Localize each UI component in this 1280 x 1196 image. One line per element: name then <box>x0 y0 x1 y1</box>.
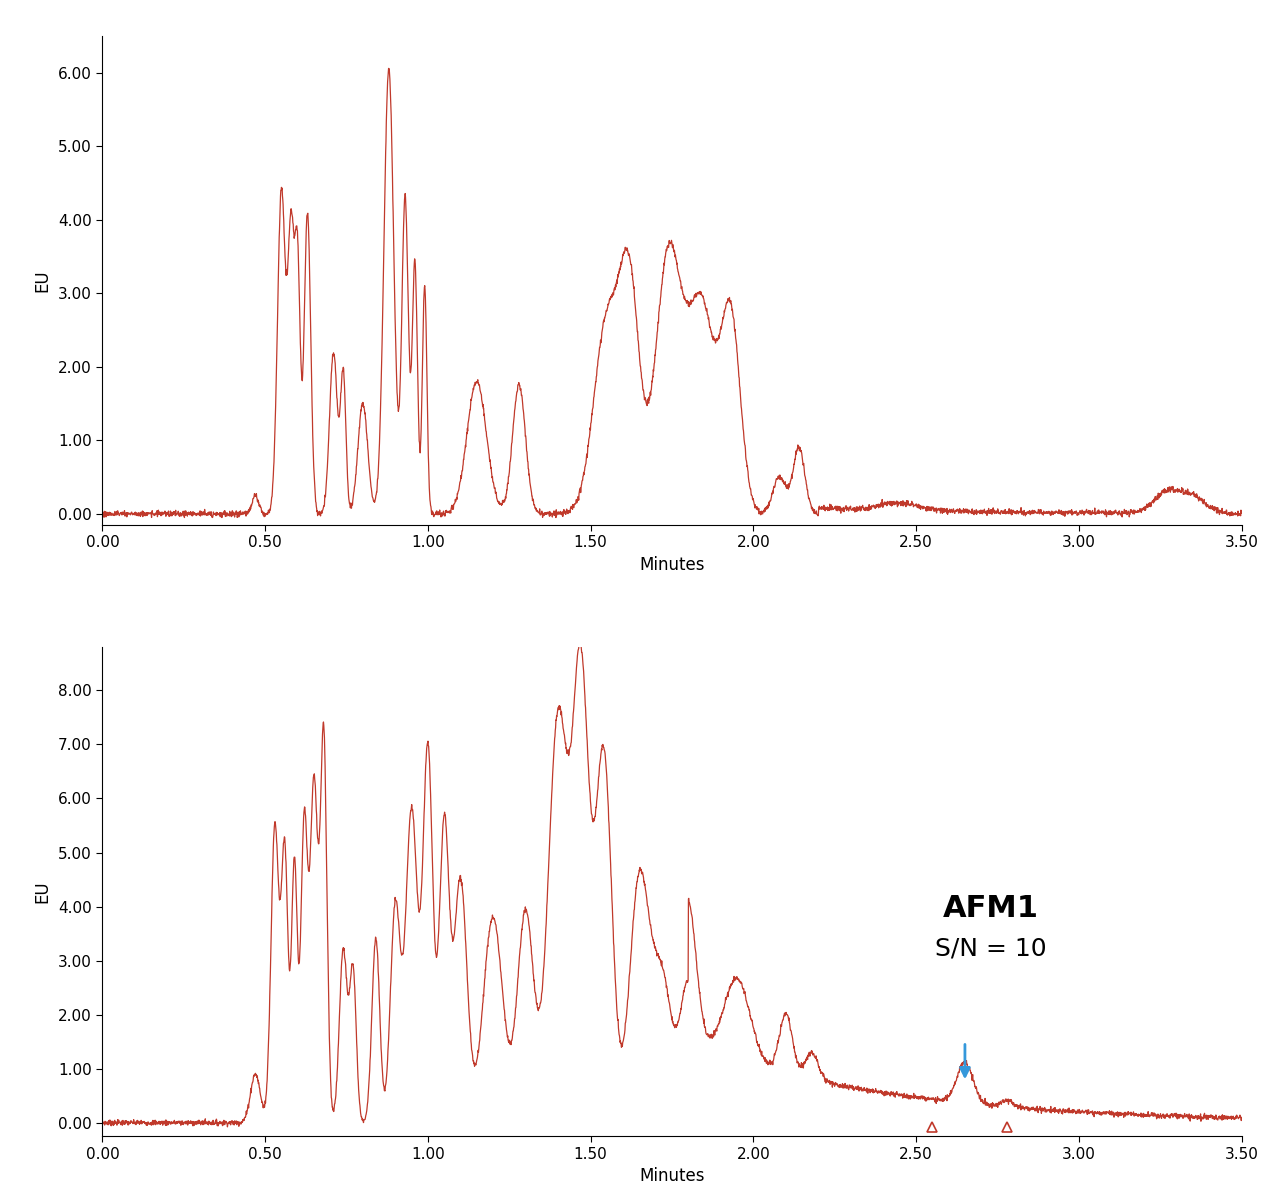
Text: AFM1: AFM1 <box>943 895 1039 923</box>
Y-axis label: EU: EU <box>33 880 51 903</box>
X-axis label: Minutes: Minutes <box>639 556 705 574</box>
Text: S/N = 10: S/N = 10 <box>936 936 1047 960</box>
X-axis label: Minutes: Minutes <box>639 1167 705 1185</box>
Y-axis label: EU: EU <box>33 269 51 292</box>
